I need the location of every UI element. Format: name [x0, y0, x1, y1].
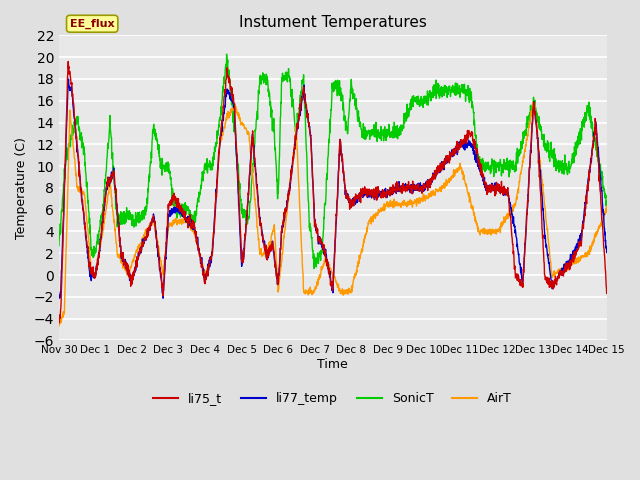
AirT: [55, 323, 63, 329]
Legend: li75_t, li77_temp, SonicT, AirT: li75_t, li77_temp, SonicT, AirT: [148, 387, 517, 410]
Title: Instument Temperatures: Instument Temperatures: [239, 15, 427, 30]
AirT: [83, 219, 91, 225]
SonicT: [83, 179, 91, 185]
li77_temp: [55, 296, 63, 301]
Line: AirT: AirT: [59, 102, 607, 326]
SonicT: [307, 227, 315, 233]
li75_t: [487, 190, 495, 195]
li77_temp: [587, 156, 595, 161]
SonicT: [588, 118, 595, 123]
li75_t: [322, 253, 330, 259]
li75_t: [588, 156, 595, 162]
li77_temp: [307, 140, 315, 146]
li75_t: [84, 244, 92, 250]
li75_t: [307, 148, 315, 154]
li77_temp: [486, 184, 494, 190]
AirT: [307, 288, 315, 294]
AirT: [529, 99, 537, 105]
X-axis label: Time: Time: [317, 358, 348, 371]
li75_t: [65, 59, 72, 64]
li75_t: [55, 320, 63, 326]
li75_t: [603, 290, 611, 296]
AirT: [587, 244, 595, 250]
Y-axis label: Temperature (C): Temperature (C): [15, 137, 28, 239]
Line: SonicT: SonicT: [59, 54, 607, 268]
Text: EE_flux: EE_flux: [70, 19, 115, 29]
SonicT: [223, 51, 230, 57]
li77_temp: [322, 246, 330, 252]
AirT: [321, 253, 329, 259]
SonicT: [55, 243, 63, 249]
li77_temp: [588, 157, 595, 163]
SonicT: [603, 206, 611, 212]
AirT: [603, 204, 611, 209]
SonicT: [310, 265, 318, 271]
li77_temp: [83, 243, 91, 249]
AirT: [486, 230, 494, 236]
li75_t: [55, 320, 63, 325]
li75_t: [588, 157, 595, 163]
Line: li75_t: li75_t: [59, 61, 607, 323]
SonicT: [322, 195, 330, 201]
SonicT: [487, 166, 495, 171]
SonicT: [588, 125, 595, 131]
Line: li77_temp: li77_temp: [59, 79, 607, 299]
li77_temp: [603, 250, 611, 255]
AirT: [588, 246, 595, 252]
li77_temp: [65, 76, 72, 82]
